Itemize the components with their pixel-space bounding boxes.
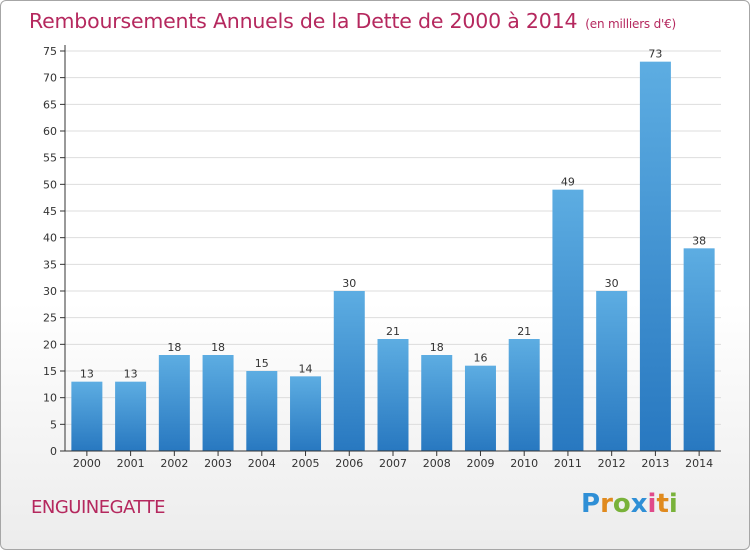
bar (596, 291, 628, 451)
bar (508, 339, 540, 451)
x-tick-label: 2013 (641, 457, 669, 470)
bar (246, 371, 278, 451)
y-tick-label: 50 (43, 178, 57, 191)
data-label: 13 (124, 368, 138, 381)
chart-title: Remboursements Annuels de la Dette de 20… (29, 9, 676, 33)
data-label: 13 (80, 368, 94, 381)
bar (552, 189, 584, 451)
data-label: 18 (211, 341, 225, 354)
commune-name: ENGUINEGATTE (31, 497, 166, 518)
logo-letter: t (656, 489, 669, 519)
y-tick-label: 30 (43, 285, 57, 298)
chart-unit-note: (en milliers d'€) (585, 17, 677, 31)
data-label: 15 (255, 357, 269, 370)
data-label: 14 (299, 362, 313, 375)
x-tick-label: 2002 (160, 457, 188, 470)
x-tick-label: 2001 (117, 457, 145, 470)
bar (464, 365, 496, 451)
y-tick-label: 60 (43, 125, 57, 138)
logo-letter: i (647, 489, 657, 519)
bar (290, 376, 322, 451)
x-tick-label: 2012 (598, 457, 626, 470)
logo-letter: x (630, 489, 648, 519)
bar (115, 381, 147, 451)
bar (377, 339, 409, 451)
x-tick-label: 2008 (423, 457, 451, 470)
data-label: 18 (167, 341, 181, 354)
data-label: 21 (517, 325, 531, 338)
data-label: 30 (342, 277, 356, 290)
y-tick-label: 5 (50, 418, 57, 431)
x-tick-label: 2000 (73, 457, 101, 470)
logo-letter: P (581, 489, 601, 519)
proxiti-logo: Proxiti (581, 489, 678, 519)
y-tick-label: 35 (43, 258, 57, 271)
y-tick-label: 15 (43, 365, 57, 378)
x-tick-label: 2010 (510, 457, 538, 470)
bar (421, 355, 453, 451)
y-tick-label: 10 (43, 392, 57, 405)
x-tick-label: 2005 (292, 457, 320, 470)
x-tick-label: 2014 (685, 457, 713, 470)
bar (333, 291, 365, 451)
data-label: 30 (605, 277, 619, 290)
x-tick-label: 2006 (335, 457, 363, 470)
bar (639, 61, 671, 452)
x-tick-label: 2003 (204, 457, 232, 470)
bar (158, 355, 190, 451)
data-label: 18 (430, 341, 444, 354)
x-tick-label: 2004 (248, 457, 276, 470)
x-tick-label: 2011 (554, 457, 582, 470)
y-tick-label: 0 (50, 445, 57, 458)
data-label: 49 (561, 176, 575, 189)
chart-title-text: Remboursements Annuels de la Dette de 20… (29, 9, 578, 33)
logo-letter: i (668, 489, 678, 519)
data-label: 38 (692, 234, 706, 247)
x-tick-label: 2007 (379, 457, 407, 470)
y-tick-label: 25 (43, 312, 57, 325)
data-label: 73 (648, 48, 662, 61)
y-tick-label: 40 (43, 232, 57, 245)
data-label: 21 (386, 325, 400, 338)
logo-letter: o (612, 489, 631, 519)
bar (683, 248, 715, 451)
y-tick-label: 75 (43, 45, 57, 58)
bar (71, 381, 103, 451)
bar (202, 355, 234, 451)
x-tick-label: 2009 (466, 457, 494, 470)
y-tick-label: 20 (43, 338, 57, 351)
logo-letter: r (600, 489, 613, 519)
y-tick-label: 55 (43, 152, 57, 165)
y-tick-label: 45 (43, 205, 57, 218)
y-tick-label: 70 (43, 72, 57, 85)
data-label: 16 (473, 352, 487, 365)
y-tick-label: 65 (43, 98, 57, 111)
